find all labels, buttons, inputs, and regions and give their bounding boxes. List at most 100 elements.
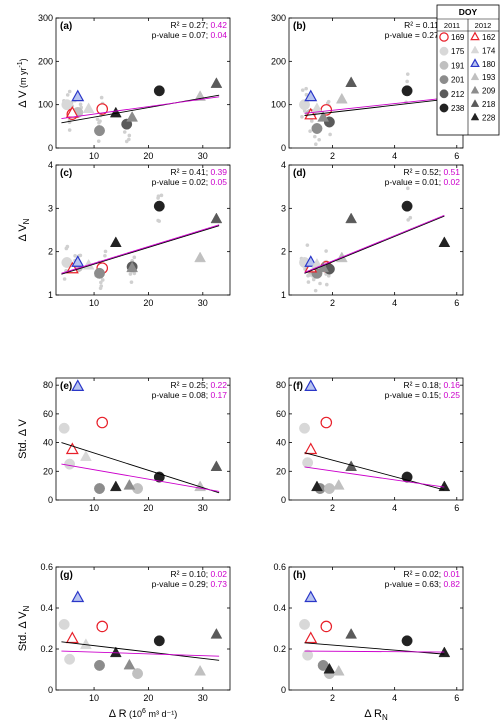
- circle-point-open-red: [320, 416, 333, 429]
- cloud-dot: [62, 277, 67, 281]
- triangle-point-blue: [71, 590, 85, 603]
- circle-point-g1: [302, 457, 314, 469]
- y-tick-label: 4: [281, 160, 286, 170]
- triangle-point-g4: [210, 460, 223, 471]
- x-tick-label: 6: [454, 693, 459, 703]
- cloud-dot: [314, 142, 318, 147]
- triangle-point-open-red: [304, 107, 318, 120]
- x-tick-label: 4: [392, 503, 397, 513]
- legend-entry-2012-label: 162: [482, 33, 496, 42]
- axes-frame: [55, 377, 231, 501]
- triangle-point-g5: [311, 480, 323, 492]
- p-value: p-value = 0.01;: [385, 177, 444, 187]
- p-stat: p-value = 0.63; 0.82: [385, 579, 461, 589]
- p-stat: p-value = 0.29; 0.73: [152, 579, 228, 589]
- cloud-dot: [98, 119, 102, 123]
- cloud-dot: [128, 272, 133, 276]
- y-tick-label: 0: [281, 495, 286, 505]
- cloud-dot: [405, 72, 410, 76]
- legend-year-2012: 2012: [475, 21, 492, 30]
- cloud-dot: [309, 119, 314, 123]
- cloud-dot: [156, 196, 160, 200]
- p-value: p-value = 0.07;: [152, 30, 211, 40]
- triangle-point-open-red: [304, 442, 318, 455]
- x-axis-label-main: Δ R: [364, 708, 382, 720]
- y-tick-label: 20: [276, 466, 286, 476]
- y-axis-label-main: Std. Δ V: [17, 418, 29, 458]
- cloud-dot: [405, 79, 409, 84]
- y-axis-label-sub: N: [22, 218, 31, 224]
- panel-label: (d): [293, 168, 306, 179]
- legend-entry-2012-label: 209: [482, 87, 496, 96]
- cloud-dot: [300, 88, 305, 92]
- legend-marker-2012: [470, 45, 480, 54]
- fit-line-magenta: [304, 214, 445, 273]
- r2-stat: R² = 0.27; 0.42: [171, 20, 228, 30]
- triangle-point-g3: [317, 111, 330, 122]
- triangle-point-g1: [80, 638, 92, 649]
- cloud-dot: [103, 249, 108, 254]
- circle-point-g3: [311, 123, 323, 134]
- circle-point-g5: [401, 85, 413, 97]
- y-tick-label: 60: [276, 409, 286, 419]
- circle-point-g1: [302, 649, 314, 661]
- y-tick-label: 0.2: [40, 644, 53, 654]
- y-tick-label: 300: [38, 13, 53, 23]
- cloud-dot: [311, 277, 316, 282]
- circle-point-g1: [58, 422, 70, 434]
- y-tick-label: 2: [281, 247, 286, 257]
- x-tick-label: 6: [454, 503, 459, 513]
- cloud-dot: [67, 89, 72, 94]
- y-tick-label: 0.6: [273, 562, 286, 572]
- panel-e: 10 20 30 0 20 40 60 80 (e) R² = 0.25; 0.22p-value…: [17, 377, 231, 513]
- y-axis-label-sub: N: [22, 606, 31, 612]
- x-tick-label: 2: [330, 298, 335, 308]
- cloud-dot: [103, 254, 107, 258]
- legend: DOY 2011 2012 169 175 191 201 212 238 162 174 180 19…: [436, 4, 500, 136]
- r2-stat: R² = 0.10; 0.02: [171, 569, 228, 579]
- x-axis-label-sup: 6: [142, 708, 146, 715]
- p-value: p-value = 0.27;: [385, 30, 444, 40]
- triangle-point-blue: [71, 379, 85, 391]
- x-tick-label: 2: [330, 151, 335, 161]
- triangle-point-g5: [438, 480, 451, 492]
- panel-h: 2 4 6 0 0.2 0.4 0.6 (h) R² = 0.02; 0.01p-value =…: [273, 562, 464, 722]
- legend-entry-2011-label: 175: [451, 47, 465, 56]
- y-tick-label: 0.6: [40, 562, 53, 572]
- cloud-dot: [300, 114, 304, 119]
- fit-line-magenta: [61, 463, 220, 492]
- triangle-point-g4: [345, 212, 358, 224]
- cloud-dot: [313, 134, 317, 139]
- triangle-point-blue: [71, 89, 85, 102]
- legend-entry-2011-label: 238: [451, 104, 465, 113]
- cloud-dot: [132, 271, 137, 276]
- y-axis-label-main: Δ V: [17, 90, 29, 108]
- r2-value: R² = 0.11;: [404, 20, 443, 30]
- cloud-dot: [96, 139, 101, 143]
- fit-line-black: [61, 225, 220, 275]
- triangle-point-g4: [345, 628, 358, 639]
- p-stat: p-value = 0.15; 0.25: [385, 390, 461, 400]
- triangle-point-g2: [332, 479, 345, 490]
- r2-value-detrended: 0.01: [443, 569, 460, 579]
- r2-value: R² = 0.18;: [404, 380, 444, 390]
- r2-value-detrended: 0.16: [443, 380, 460, 390]
- x-axis-label-close: m³ d⁻¹): [146, 709, 177, 719]
- cloud-dot: [95, 117, 100, 122]
- y-axis-label: Std. Δ V: [17, 418, 29, 458]
- triangle-point-g2: [332, 664, 345, 676]
- r2-value-detrended: 0.42: [210, 20, 227, 30]
- legend-entry-2011-label: 169: [451, 33, 465, 42]
- r2-value: R² = 0.10;: [171, 569, 211, 579]
- fit-line-magenta: [61, 224, 220, 274]
- x-axis-label: Δ RN: [364, 708, 388, 722]
- fit-line-black: [304, 215, 445, 274]
- legend-marker-2011: [439, 60, 449, 70]
- triangle-point-g3: [123, 479, 136, 490]
- y-tick-label: 40: [43, 438, 53, 448]
- circle-point-g1: [64, 458, 76, 470]
- cloud-dot: [159, 193, 164, 198]
- cloud-dot: [99, 95, 104, 100]
- circle-point-g1: [64, 653, 76, 665]
- triangle-point-g5: [323, 662, 336, 674]
